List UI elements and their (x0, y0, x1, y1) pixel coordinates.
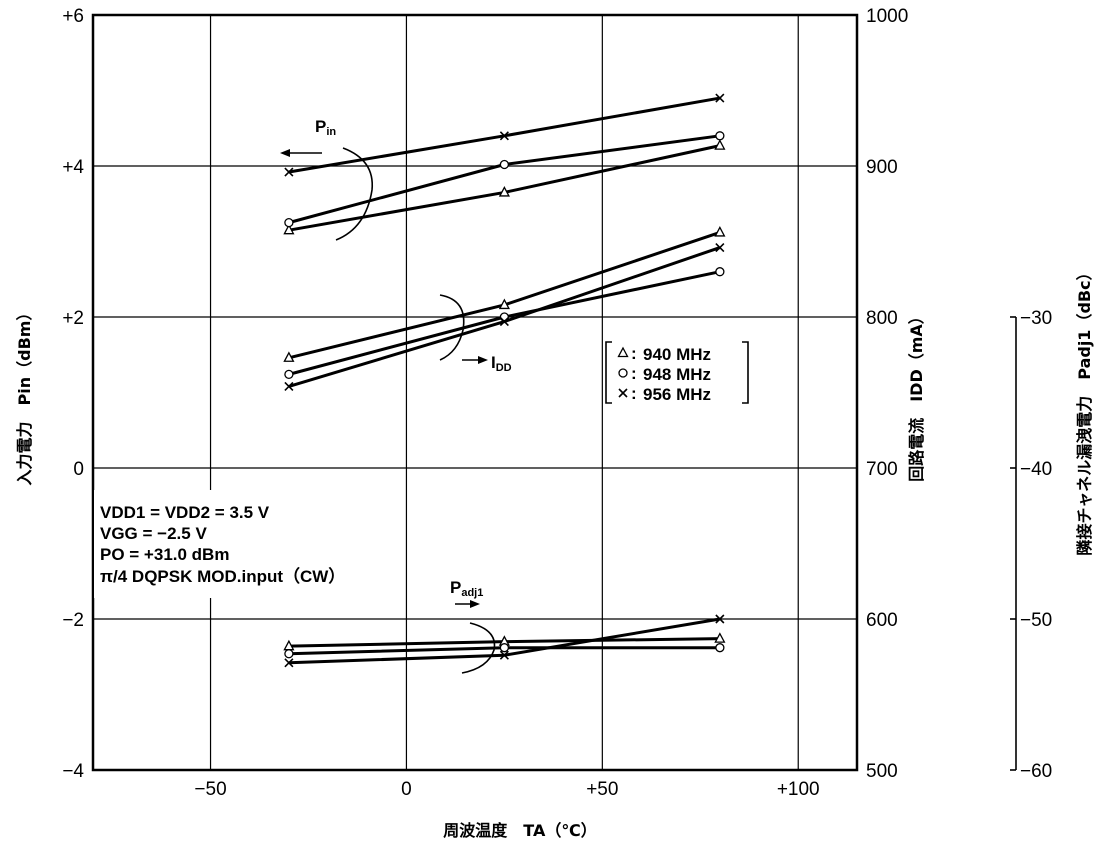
plot-frame (91, 13, 859, 772)
middle-tick-label: 800 (866, 308, 898, 329)
x-tick-label: −50 (194, 779, 226, 800)
series-point-padj1-circle (715, 643, 725, 653)
legend-colon: : (631, 344, 637, 363)
series-point-idd-circle (715, 267, 725, 277)
right-tick-label: −30 (1020, 308, 1052, 329)
series-point-padj1-circle (499, 643, 510, 653)
legend-bracket-left (605, 341, 612, 404)
idd-label: IDD (491, 353, 512, 374)
legend-marker-cross (618, 388, 628, 398)
left-tick-label: −4 (62, 761, 84, 782)
left-tick-label: +6 (62, 6, 84, 27)
right-axis: −30 −40 −50 −60 (1010, 308, 1052, 782)
legend-marker-circle (618, 368, 628, 378)
middle-tick-label: 500 (866, 761, 898, 782)
right-tick-label: −50 (1020, 610, 1052, 631)
series-point-idd-triangle (283, 351, 295, 362)
plot-border (91, 13, 859, 772)
series-point-idd-cross (284, 381, 294, 392)
series-point-pin-triangle (498, 186, 510, 197)
series-point-idd-cross (499, 316, 509, 327)
x-tick-label: +100 (777, 779, 820, 800)
series-point-pin-cross (715, 93, 725, 103)
legend: :940 MHz: 948 MHz: 956 MHz (603, 338, 753, 406)
condition-line-1: VDD1 = VDD2 = 3.5 V (100, 503, 270, 522)
padj-label: Padj1 (450, 578, 483, 599)
series-point-pin-cross (284, 167, 294, 177)
series-point-pin-circle (715, 131, 725, 141)
series-point-pin-triangle (714, 139, 726, 150)
legend-bg (603, 338, 753, 406)
left-tick-label: +2 (62, 308, 84, 329)
tick-labels: −50 0 +50 +100 +6 +4 +2 0 −2 −4 1000 900 800 700 600 50… (62, 6, 908, 800)
x-tick-label: 0 (401, 779, 412, 800)
condition-line-3: PO = +31.0 dBm (100, 545, 229, 564)
x-tick-label: +50 (586, 779, 618, 800)
padj-arrow-head (470, 600, 480, 608)
right-axis-title: 隣接チャネル漏洩電力 Padj1（dBc） (1075, 264, 1094, 555)
middle-tick-label: 900 (866, 157, 898, 178)
series-point-padj1-cross (284, 658, 294, 668)
right-tick-label: −40 (1020, 459, 1052, 480)
left-axis-title: 入力電力 Pin（dBm） (15, 305, 34, 486)
legend-label: 940 MHz (643, 345, 711, 364)
middle-tick-label: 1000 (866, 6, 908, 27)
condition-line-2: VGG = −2.5 V (100, 524, 207, 543)
middle-axis-title-text: 回路電流 IDD（mA） (907, 308, 926, 482)
left-axis-title-text: 入力電力 Pin（dBm） (15, 305, 34, 486)
middle-axis-title: 回路電流 IDD（mA） (907, 308, 926, 482)
series-point-padj1-cross (499, 650, 509, 660)
padj-label-sub: adj1 (461, 587, 483, 599)
middle-tick-label: 600 (866, 610, 898, 631)
middle-tick-label: 700 (866, 459, 898, 480)
legend-colon: : (631, 384, 637, 403)
series-point-idd-cross (715, 242, 725, 253)
legend-label: 956 MHz (643, 385, 711, 404)
legend-marker-triangle (617, 346, 629, 358)
x-axis-title: 周波温度 TA（℃） (443, 821, 596, 840)
right-tick-label: −60 (1020, 761, 1052, 782)
idd-arrow-head (478, 356, 488, 364)
pin-label-sub: in (326, 126, 336, 138)
legend-label: 948 MHz (643, 365, 711, 384)
conditions-block: VDD1 = VDD2 = 3.5 V VGG = −2.5 V PO = +3… (94, 490, 384, 598)
left-tick-label: −2 (62, 610, 84, 631)
series-point-padj1-cross (715, 614, 725, 624)
padj-bracket (461, 622, 496, 674)
series-line-pin-circle (288, 134, 721, 225)
series-point-padj1-triangle (714, 632, 726, 643)
series-layer (283, 93, 726, 668)
right-axis-title-text: 隣接チャネル漏洩電力 Padj1（dBc） (1075, 264, 1094, 555)
pin-label: Pin (315, 117, 336, 138)
series-point-pin-circle (284, 217, 294, 228)
pin-arrow-head (280, 149, 290, 157)
legend-bracket-right (742, 341, 749, 404)
idd-label-sub: DD (496, 362, 512, 374)
series-point-idd-triangle (498, 298, 510, 310)
series-point-idd-circle (284, 369, 294, 380)
idd-bracket (439, 294, 465, 361)
legend-colon: : (631, 364, 637, 383)
series-point-pin-triangle (283, 223, 295, 235)
series-point-pin-circle (499, 159, 510, 170)
left-tick-label: 0 (73, 459, 84, 480)
pin-bracket (335, 147, 374, 241)
series-point-idd-triangle (714, 226, 726, 237)
conditions-bg (94, 490, 384, 598)
series-point-pin-cross (499, 131, 509, 141)
left-tick-label: +4 (62, 157, 84, 178)
series-point-padj1-circle (284, 649, 294, 659)
condition-line-4: π/4 DQPSK MOD.input（CW） (100, 566, 345, 586)
